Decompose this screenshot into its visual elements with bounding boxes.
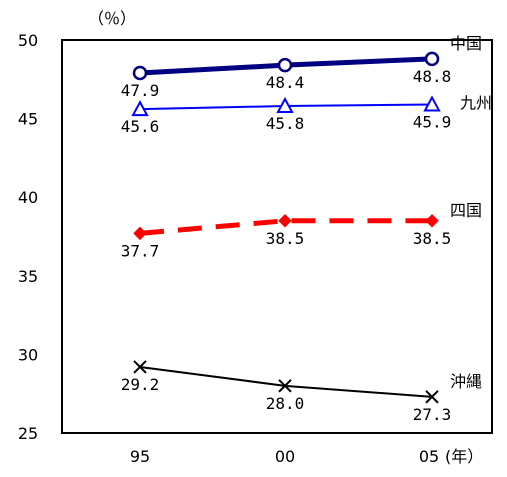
y-tick-label: 25 (18, 424, 38, 443)
data-label: 38.5 (266, 229, 305, 248)
y-tick-label: 35 (18, 267, 38, 286)
x-unit-label: (年） (445, 447, 483, 466)
point-marker (133, 226, 147, 241)
data-label: 45.8 (266, 114, 305, 133)
point-marker (132, 65, 148, 81)
point-marker (133, 360, 147, 374)
point-marker (277, 57, 293, 73)
series-line (139, 218, 432, 236)
series-layer: 47.9 48.4 48.8 中国 45.6 45.8 45.9 九州 37.7 38.5 38.5… (121, 34, 492, 424)
y-unit-label: （％） (88, 9, 136, 28)
series-name-label: 中国 (450, 34, 482, 53)
y-tick-label: 45 (18, 110, 38, 129)
y-tick-label: 40 (18, 188, 38, 207)
point-marker (278, 379, 292, 393)
data-label: 27.3 (413, 405, 452, 424)
data-label: 47.9 (121, 81, 160, 100)
data-label: 29.2 (121, 375, 160, 394)
series-1: 47.9 48.4 48.8 中国 (121, 34, 482, 100)
data-label: 38.5 (413, 229, 452, 248)
x-tick-label: 00 (275, 447, 295, 466)
y-axis-ticks: 50 45 40 35 30 25 (18, 31, 38, 443)
y-tick-label: 30 (18, 345, 38, 364)
series-name-label: 沖縄 (450, 372, 482, 391)
y-tick-label: 50 (18, 31, 38, 50)
data-label: 48.4 (266, 73, 305, 92)
x-tick-label: 05 (419, 447, 439, 466)
point-marker (425, 214, 439, 228)
data-label: 28.0 (266, 394, 305, 413)
series-name-label: 四国 (450, 201, 482, 220)
x-tick-label: 95 (130, 447, 150, 466)
point-marker (131, 100, 149, 117)
point-marker (278, 214, 292, 228)
x-axis-ticks: 95 00 05 (130, 447, 439, 466)
point-marker (424, 51, 440, 67)
series-4: 29.2 28.0 27.3 沖縄 (121, 360, 482, 424)
data-label: 45.6 (121, 117, 160, 136)
data-label: 45.9 (413, 112, 452, 131)
series-2: 45.6 45.8 45.9 九州 (121, 93, 492, 136)
data-label: 48.8 (413, 67, 452, 86)
series-name-label: 九州 (460, 93, 492, 112)
point-marker (423, 95, 441, 112)
point-marker (425, 390, 439, 404)
series-3: 37.7 38.5 38.5 四国 (121, 201, 482, 261)
point-marker (276, 96, 294, 114)
data-label: 37.7 (121, 241, 160, 260)
